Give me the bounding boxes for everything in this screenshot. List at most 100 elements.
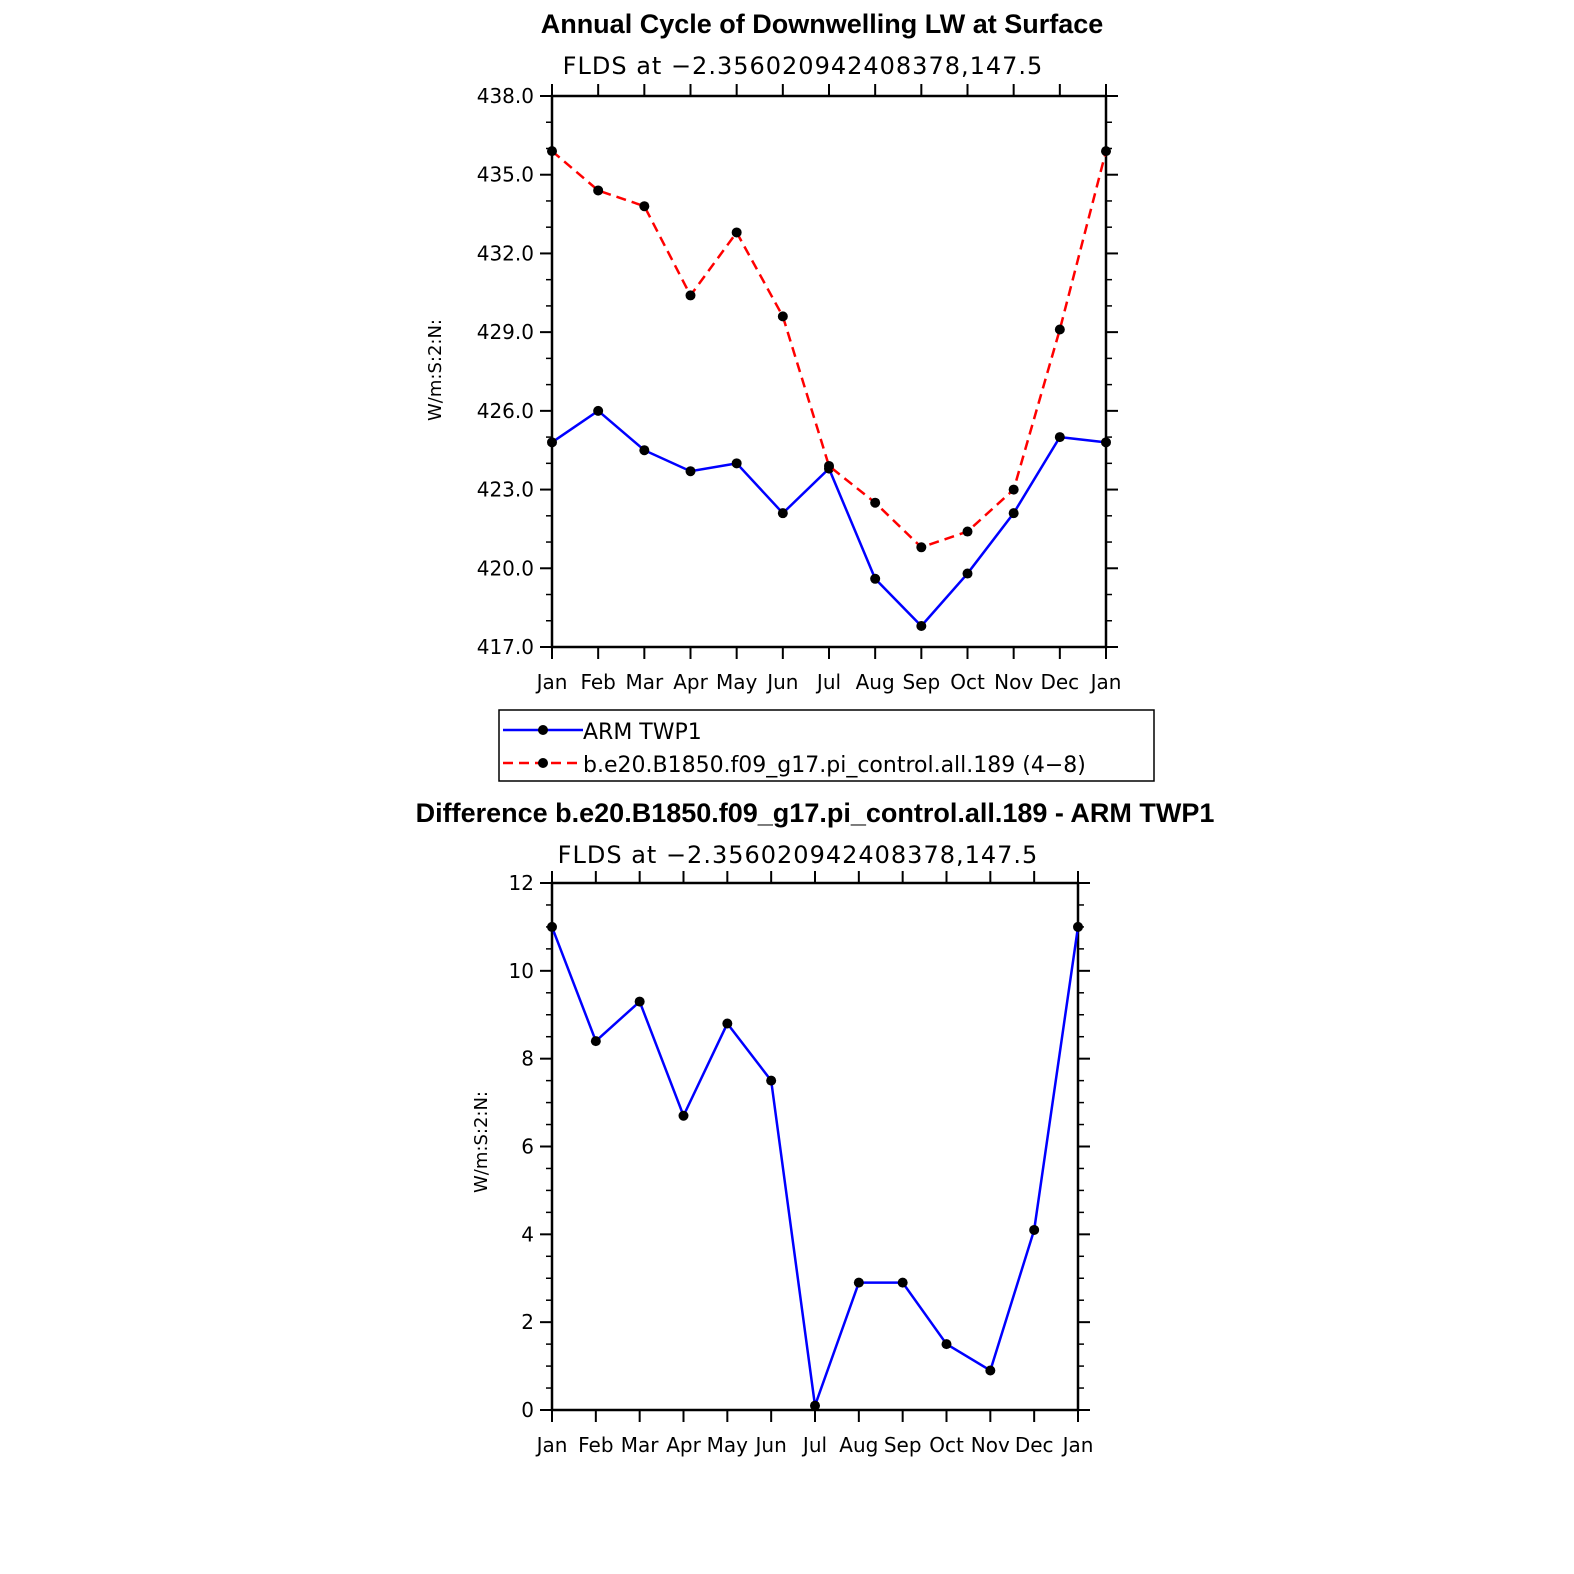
data-point <box>1054 324 1065 335</box>
data-point <box>962 526 973 537</box>
chart-title: Difference b.e20.B1850.f09_g17.pi_contro… <box>416 798 1215 828</box>
data-point <box>1008 508 1019 519</box>
data-point <box>593 185 604 196</box>
x-tick-label: Jul <box>815 670 841 694</box>
x-tick-label: Dec <box>1040 670 1079 694</box>
y-tick-label: 4 <box>521 1222 534 1246</box>
x-tick-label: Aug <box>839 1433 878 1457</box>
legend-box <box>498 709 1155 782</box>
x-tick-label: Aug <box>856 670 895 694</box>
x-tick-label: Jan <box>1061 1433 1094 1457</box>
x-tick-label: Feb <box>580 670 615 694</box>
x-tick-label: Oct <box>929 1433 964 1457</box>
x-tick-label: Nov <box>994 670 1033 694</box>
data-point <box>853 1277 864 1288</box>
data-point <box>1101 146 1111 157</box>
y-tick-label: 2 <box>521 1310 534 1334</box>
y-axis-label: W/m:S:2:N: <box>425 319 446 421</box>
data-point <box>731 227 742 238</box>
x-tick-label: Mar <box>625 670 664 694</box>
data-point <box>777 311 788 322</box>
y-tick-label: 417.0 <box>477 635 534 659</box>
y-axis-label: W/m:S:2:N: <box>471 1091 492 1193</box>
data-point <box>777 508 788 519</box>
data-point <box>678 1110 689 1121</box>
x-tick-label: Feb <box>578 1433 613 1457</box>
data-point <box>916 542 927 553</box>
y-tick-label: 438.0 <box>477 84 534 108</box>
series-line-0 <box>551 409 1107 628</box>
y-tick-label: 426.0 <box>477 399 534 423</box>
data-point <box>685 466 696 477</box>
data-point <box>870 497 881 508</box>
x-tick-label: Oct <box>950 670 985 694</box>
x-tick-label: Jan <box>1089 670 1122 694</box>
y-tick-label: 6 <box>521 1135 534 1159</box>
data-point <box>547 921 557 932</box>
x-tick-label: Apr <box>666 1433 701 1457</box>
difference-chart: Difference b.e20.B1850.f09_g17.pi_contro… <box>416 798 1215 1457</box>
x-tick-label: Jun <box>765 670 798 694</box>
data-point <box>1029 1224 1040 1235</box>
legend-marker-model <box>538 758 548 768</box>
x-tick-label: Mar <box>621 1433 660 1457</box>
y-tick-label: 10 <box>509 959 534 983</box>
x-tick-label: Apr <box>673 670 708 694</box>
x-tick-label: Jul <box>801 1433 827 1457</box>
data-point <box>1054 432 1065 443</box>
y-tick-label: 8 <box>521 1047 534 1071</box>
data-point <box>870 573 881 584</box>
x-tick-label: May <box>716 670 758 694</box>
data-point <box>962 568 973 579</box>
y-tick-label: 420.0 <box>477 556 534 580</box>
data-point <box>897 1277 908 1288</box>
x-tick-label: Jan <box>535 1433 568 1457</box>
y-tick-label: 12 <box>509 871 534 895</box>
data-point <box>639 201 650 212</box>
x-tick-label: Sep <box>902 670 940 694</box>
data-point <box>685 290 696 301</box>
legend-label-model: b.e20.B1850.f09_g17.pi_control.all.189 (… <box>583 753 1086 778</box>
y-tick-label: 435.0 <box>477 163 534 187</box>
y-tick-label: 429.0 <box>477 320 534 344</box>
data-point <box>1073 921 1083 932</box>
series-line-0 <box>550 926 1080 1407</box>
data-point <box>547 146 557 157</box>
data-point <box>1008 484 1019 495</box>
plot-area: Jan Feb Mar Apr May Jun Jul Aug Sep Oct Nov Dec Jan0… <box>509 871 1094 1457</box>
plot-area: Jan Feb Mar Apr May Jun Jul Aug Sep Oct Nov Dec Jan4… <box>477 84 1122 694</box>
chart-title: Annual Cycle of Downwelling LW at Surfac… <box>541 9 1104 39</box>
x-tick-label: Sep <box>884 1433 922 1457</box>
plot-frame <box>550 94 1108 649</box>
data-point <box>590 1036 601 1047</box>
y-tick-label: 423.0 <box>477 478 534 502</box>
series-line-1 <box>551 150 1108 549</box>
data-point <box>634 996 645 1007</box>
x-tick-label: Jun <box>754 1433 787 1457</box>
data-point <box>639 445 650 456</box>
y-tick-label: 0 <box>521 1398 534 1422</box>
x-tick-label: Jan <box>535 670 568 694</box>
chart-subtitle: FLDS at −2.356020942408378,147.5 <box>563 52 1044 80</box>
annual-cycle-chart: Annual Cycle of Downwelling LW at Surfac… <box>425 9 1155 782</box>
data-point <box>985 1365 996 1376</box>
legend: ARM TWP1 b.e20.B1850.f09_g17.pi_control.… <box>498 709 1155 782</box>
data-point <box>722 1018 733 1029</box>
data-point <box>1101 437 1111 448</box>
chart-subtitle: FLDS at −2.356020942408378,147.5 <box>558 841 1039 869</box>
data-point <box>810 1400 820 1411</box>
data-point <box>824 460 834 471</box>
data-point <box>731 458 742 469</box>
data-point <box>916 621 927 632</box>
x-tick-label: Dec <box>1015 1433 1054 1457</box>
data-point <box>547 437 557 448</box>
legend-label-arm: ARM TWP1 <box>583 720 702 745</box>
plot-frame <box>550 881 1080 1412</box>
x-tick-label: May <box>707 1433 749 1457</box>
data-point <box>766 1075 777 1086</box>
data-point <box>941 1339 952 1350</box>
y-tick-label: 432.0 <box>477 241 534 265</box>
x-tick-label: Nov <box>971 1433 1010 1457</box>
data-point <box>593 405 604 416</box>
